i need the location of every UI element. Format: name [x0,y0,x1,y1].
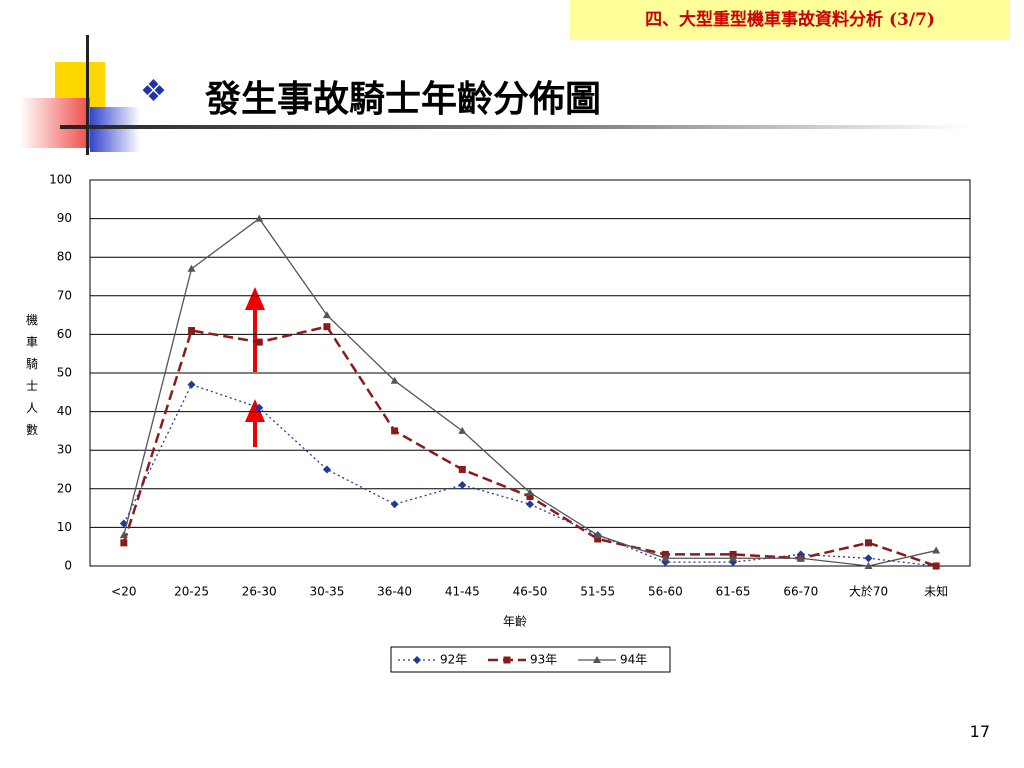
marker [120,539,128,547]
marker [661,554,670,562]
marker [864,539,872,547]
marker [323,323,331,331]
marker [119,531,128,539]
y-tick-label: 100 [49,173,72,187]
y-tick-label: 0 [64,559,72,573]
marker [932,562,940,570]
x-tick-label: 大於70 [849,584,888,599]
x-tick-label: 56-60 [648,585,683,599]
series-line [122,325,937,568]
x-tick-label: 36-40 [377,585,412,599]
marker [864,562,873,569]
marker [593,531,602,539]
y-tick-label: 40 [57,404,72,418]
marker [593,656,601,663]
marker [188,327,196,335]
x-tick-label: 46-50 [513,585,548,599]
legend-label: 94年 [620,653,647,667]
x-tick-label: 未知 [924,585,948,599]
marker [526,500,534,509]
y-tick-label: 50 [57,366,72,380]
deco [90,107,140,152]
legend-label: 92年 [440,653,467,667]
page-number: 17 [969,722,990,741]
marker [864,554,873,563]
bullet: ❖ [140,74,167,109]
y-axis-label: 機車騎士人數 [26,312,38,437]
y-tick-label: 20 [57,481,72,495]
x-axis-label: 年齡 [503,615,527,629]
y-tick-label: 90 [57,211,72,225]
x-tick-label: 66-70 [783,585,818,599]
x-tick-label: 61-65 [716,585,751,599]
marker [391,427,399,435]
deco [60,125,970,129]
legend [390,646,671,673]
marker [594,535,602,543]
marker [390,376,399,384]
marker [526,493,534,501]
x-tick-label: <20 [111,585,136,599]
x-tick-label: 26-30 [242,585,277,599]
y-tick-label: 10 [57,520,72,534]
x-tick-label: 51-55 [580,585,615,599]
deco [20,98,90,148]
y-tick-label: 70 [57,288,72,302]
deco [86,35,89,155]
marker [413,656,421,664]
marker [458,426,467,434]
marker [796,554,805,562]
marker [526,488,534,496]
marker [458,480,467,489]
marker [187,380,196,389]
x-tick-label: 41-45 [445,585,480,599]
marker [255,403,264,412]
marker [322,311,331,319]
section-tag: 四、大型重型機車事故資料分析 (3/7) [570,0,1010,40]
marker [932,546,941,554]
y-tick-label: 80 [57,250,72,264]
marker [322,465,331,474]
x-tick-label: 20-25 [174,585,209,599]
series-line [123,217,937,567]
y-tick-label: 60 [57,327,72,341]
legend-label: 93年 [530,653,557,667]
marker [390,500,399,509]
marker [255,338,263,346]
marker [458,466,466,473]
slide-title: 發生事故騎士年齡分佈圖 [205,78,602,120]
marker [503,656,511,664]
arrow [244,287,266,372]
marker [729,554,738,562]
marker [187,264,196,272]
y-tick-label: 30 [57,443,72,457]
x-tick-label: 30-35 [309,585,344,599]
marker [255,214,264,222]
